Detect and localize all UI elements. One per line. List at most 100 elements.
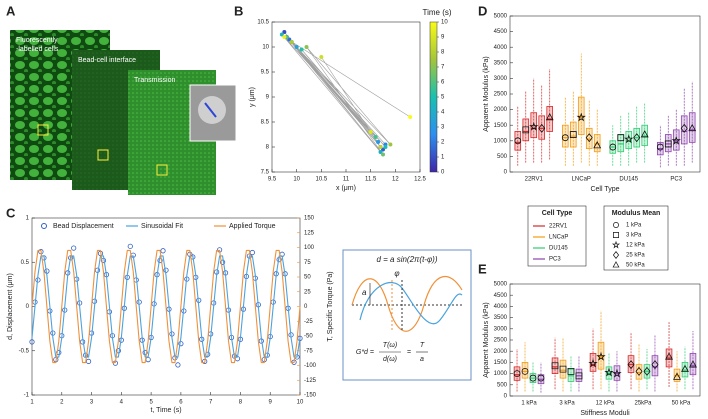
- fraction-denominator: d(ω): [383, 356, 397, 363]
- equation-formula: d = a sin(2π(t-φ)): [376, 255, 437, 264]
- y-tick-label: 3000: [494, 326, 508, 332]
- mean-marker: [593, 141, 602, 149]
- y2-tick-label: -25: [304, 319, 313, 325]
- point: [304, 45, 309, 49]
- y-tick-label: 1500: [494, 360, 508, 366]
- y-tick-label: 10: [262, 45, 269, 51]
- y-tick-label: 8.5: [261, 120, 270, 126]
- fit-curve: [359, 282, 463, 325]
- data-point: [249, 249, 255, 256]
- y-tick-label: 2000: [494, 349, 508, 355]
- legend-label: 22RV1: [549, 224, 568, 230]
- bead: [198, 96, 226, 124]
- mean-marker: [624, 134, 634, 144]
- panel-label: C: [6, 205, 16, 220]
- fraction-numerator: T: [420, 342, 425, 349]
- y-tick-label: -0.5: [19, 348, 30, 354]
- point: [294, 45, 299, 49]
- x-axis-label: x (μm): [336, 185, 356, 192]
- box: [593, 134, 601, 153]
- mean-marker: [688, 123, 697, 132]
- x-tick-label: DU145: [619, 177, 638, 183]
- panel-a-images: Fluorescently -labelled cells Bead-cell …: [10, 30, 237, 195]
- x-tick-label: 12 kPa: [596, 401, 615, 407]
- x-tick-label: 12.5: [414, 177, 426, 183]
- box: [680, 115, 688, 145]
- colorbar-tick-label: 9: [441, 35, 445, 41]
- y-tick-label: 2500: [494, 92, 508, 98]
- panel-label: B: [234, 3, 243, 18]
- legend-label: 3 kPa: [626, 233, 642, 239]
- y2-axis-label: T, Specific Torque (Pa): [327, 271, 334, 341]
- y-tick-label: 2500: [494, 338, 508, 344]
- phase-label: φ: [394, 269, 399, 278]
- y2-tick-label: -50: [304, 334, 313, 340]
- amplitude-label: a: [362, 288, 367, 297]
- mean-marker: [671, 135, 681, 145]
- data-point: [115, 348, 121, 354]
- mean-marker: [521, 367, 529, 375]
- mean-marker: [640, 130, 649, 138]
- y-tick-label: 1000: [494, 371, 508, 377]
- mean-marker: [529, 374, 537, 382]
- mean-marker: [609, 143, 617, 151]
- panel-label: E: [478, 261, 487, 276]
- y2-tick-label: 25: [304, 289, 311, 295]
- torque-curve: [351, 275, 463, 332]
- image-label: Transmission: [134, 77, 175, 84]
- box: [562, 124, 569, 148]
- point: [408, 115, 413, 119]
- data-point: [71, 245, 77, 251]
- legend-label: Applied Torque: [229, 223, 276, 230]
- y2-tick-label: 150: [304, 216, 315, 222]
- legend-label: 25 kPa: [626, 253, 645, 259]
- box: [641, 124, 648, 146]
- colorbar-tick-label: 3: [441, 125, 445, 131]
- box: [521, 361, 529, 379]
- mean-marker: [585, 133, 593, 143]
- mean-marker: [522, 126, 530, 134]
- image-label: -labelled cells: [16, 46, 59, 53]
- y-tick-label: 1000: [494, 138, 508, 144]
- box: [688, 112, 696, 143]
- colorbar-tick-label: 4: [441, 110, 445, 116]
- x-axis-label: Cell Type: [590, 186, 619, 193]
- fraction-numerator: T(ω): [383, 342, 397, 349]
- modulus-lhs: G*d =: [356, 349, 374, 356]
- x-tick-label: 11.5: [365, 177, 377, 183]
- legend-label: 50 kPa: [626, 263, 645, 269]
- y-tick-label: 4500: [494, 293, 508, 299]
- point: [381, 147, 385, 152]
- colorbar-tick-label: 1: [441, 155, 445, 161]
- y-tick-label: 5000: [494, 14, 508, 20]
- mean-marker: [561, 134, 569, 142]
- point: [287, 37, 292, 42]
- legend-label: Bead Displacement: [53, 223, 114, 230]
- x-tick-label: 4: [120, 400, 124, 406]
- data-point: [219, 259, 226, 265]
- box: [551, 357, 559, 375]
- mean-marker: [627, 360, 635, 370]
- mean-marker: [656, 143, 664, 151]
- x-tick-label: 3: [90, 400, 94, 406]
- panel-label: A: [6, 3, 16, 18]
- box: [559, 359, 567, 379]
- legend-label: LNCaP: [549, 235, 568, 241]
- x-tick-label: 2: [60, 400, 64, 406]
- mean-marker: [567, 367, 575, 375]
- box: [689, 353, 697, 376]
- mean-marker: [681, 364, 689, 372]
- y-tick-label: 9.5: [261, 70, 270, 76]
- mean-marker: [635, 366, 643, 376]
- point: [381, 152, 385, 157]
- point: [282, 30, 287, 34]
- x-tick-label: PC3: [670, 177, 682, 183]
- point: [373, 135, 378, 139]
- box: [625, 131, 633, 150]
- point: [299, 47, 304, 52]
- y-axis-label: Apparent Modulus (kPa): [483, 56, 490, 131]
- y2-tick-label: -125: [304, 378, 317, 384]
- mean-marker: [665, 352, 674, 360]
- colorbar-tick-label: 2: [441, 140, 445, 146]
